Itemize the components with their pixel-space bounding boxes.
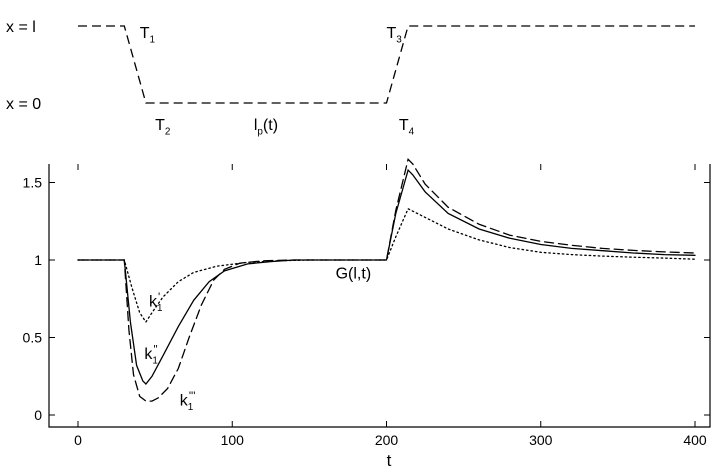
x-tick-label: 300 — [529, 432, 553, 448]
series-group — [77, 158, 696, 402]
x-tick-label: 200 — [375, 432, 399, 448]
top-panel: x = l x = 0 T1 T2 lp(t) T3 T4 — [6, 19, 695, 137]
series-line-dotted — [77, 207, 696, 324]
curve-annotation: k1' — [149, 292, 163, 314]
y-tick-label: 0 — [34, 407, 42, 423]
boundary-state-line — [78, 25, 695, 104]
x-tick-label: 100 — [221, 432, 245, 448]
y-tick-label: 0.5 — [23, 330, 43, 346]
x-axis-label: t — [387, 451, 392, 470]
series-line-solid — [77, 168, 696, 385]
y-tick-label: 1 — [34, 252, 42, 268]
top-annotation: T3 — [387, 25, 403, 45]
top-annotation: T2 — [155, 117, 171, 137]
top-y-tick-label: x = 0 — [6, 96, 41, 113]
x-tick-label: 0 — [74, 432, 82, 448]
x-axis-ticks: 0 100 200 300 400 — [74, 164, 707, 448]
curve-annotation: k1'' — [144, 345, 158, 367]
series-line-dashed — [77, 158, 696, 402]
x-tick-label: 400 — [683, 432, 707, 448]
curve-annotation: G(l,t) — [336, 265, 372, 282]
top-annotation: T1 — [140, 25, 156, 45]
annotations-group: k1' k1'' k1''' G(l,t) — [144, 265, 371, 413]
top-annotation: T4 — [399, 117, 415, 137]
top-annotation: lp(t) — [254, 117, 278, 137]
y-tick-label: 1.5 — [23, 175, 43, 191]
curve-annotation: k1''' — [180, 391, 196, 413]
plot-frame — [48, 164, 711, 428]
bottom-panel: 0 100 200 300 400 0 0.5 1 1.5 k1' k1'' k1''' G(l,t… — [23, 158, 711, 470]
y-axis-ticks: 0 0.5 1 1.5 — [23, 175, 710, 423]
top-y-tick-label: x = l — [6, 19, 36, 36]
